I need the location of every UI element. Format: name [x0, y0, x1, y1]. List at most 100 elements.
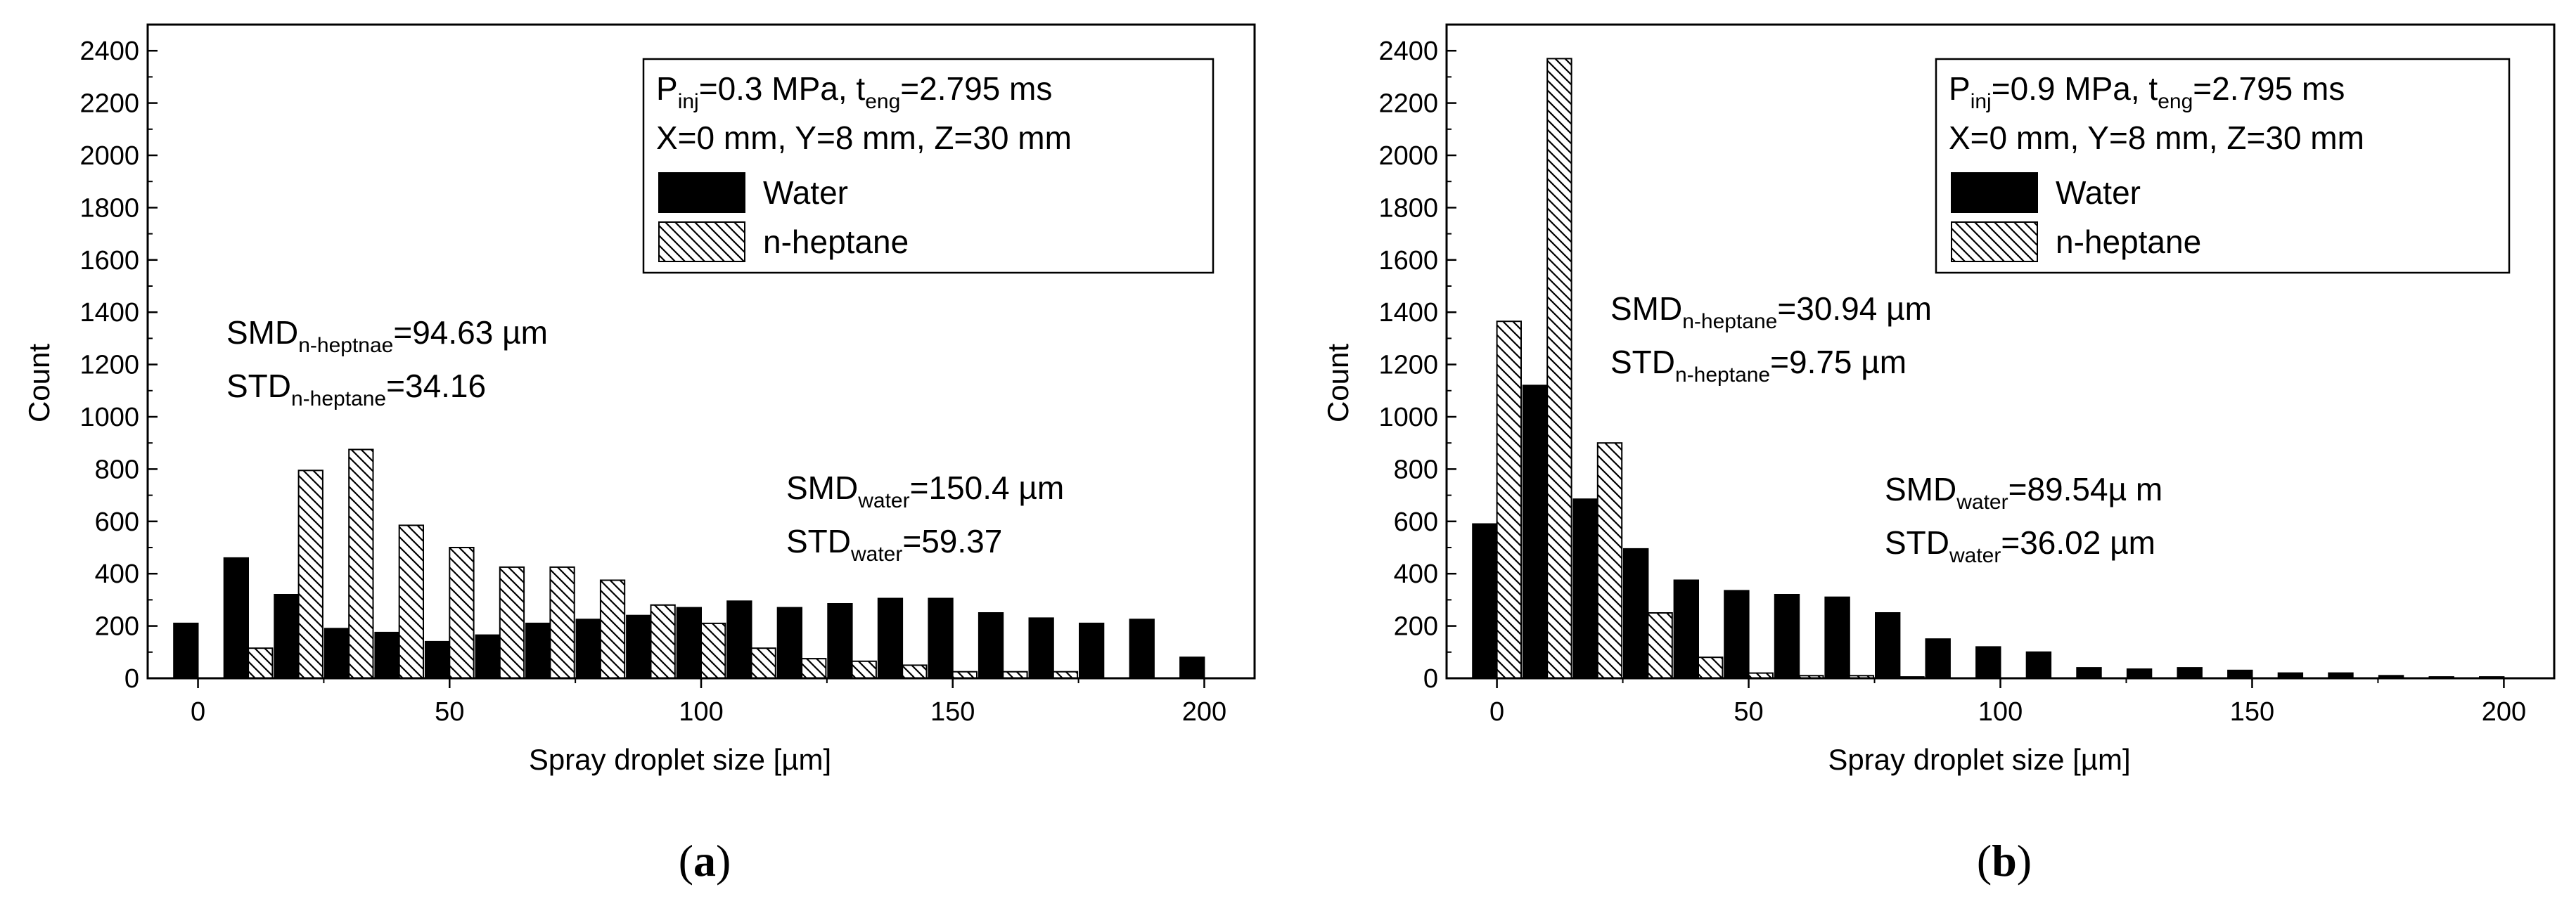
- panel-b-bar-heptane-0: [1496, 321, 1523, 679]
- panel-a-y-axis-title: Count: [23, 344, 56, 422]
- panel-a-bar-water-30: [323, 628, 350, 679]
- panel-a-legend-position: X=0 mm, Y=8 mm, Z=30 mm: [656, 119, 1072, 156]
- panel-b-bar-water-120: [2076, 667, 2102, 679]
- panel-a-ytick-label-0: 0: [124, 664, 139, 694]
- panel-a-xtick-label-200: 200: [1182, 697, 1226, 727]
- panel-a-bar-water-0: [173, 622, 199, 680]
- chart-panel-b: 0200400600800100012001400160018002000220…: [1321, 23, 2556, 886]
- panel-a-bar-heptane-40: [398, 524, 425, 680]
- panel-a-bar-water-110: [726, 600, 752, 679]
- panel-b-ytick-label-2000: 2000: [1378, 141, 1438, 171]
- panel-a-ytick-label-2000: 2000: [79, 141, 139, 171]
- panel-a-bar-water-60: [475, 634, 501, 679]
- panel-b-bar-water-90: [1925, 638, 1951, 680]
- panel-a-annotation-smd-water: SMDwater=150.4 µm: [786, 470, 1064, 512]
- panel-a-bar-water-40: [374, 631, 400, 680]
- panel-a-ytick-label-2200: 2200: [79, 89, 139, 119]
- panel-a-annotation-smd-heptane: SMDn-heptnae=94.63 µm: [226, 314, 548, 357]
- panel-a-panel-label: (a): [679, 836, 731, 886]
- panel-b-ytick-label-200: 200: [1394, 612, 1438, 642]
- panel-a-bar-water-70: [525, 622, 551, 680]
- panel-b-ytick-label-400: 400: [1394, 559, 1438, 589]
- panel-b-bar-water-0: [1472, 523, 1498, 679]
- panel-b-bar-water-10: [1522, 384, 1549, 680]
- panel-a-bar-water-80: [575, 619, 601, 679]
- panel-a-annotation-std-water: STDwater=59.37: [786, 523, 1002, 566]
- panel-a-xtick-label-50: 50: [435, 697, 464, 727]
- panel-b-xtick-label-150: 150: [2230, 697, 2274, 727]
- panel-a-bar-water-140: [877, 597, 904, 679]
- panel-b-bar-water-70: [1824, 596, 1850, 680]
- panel-a-ytick-label-1400: 1400: [79, 298, 139, 328]
- panel-a-xtick-label-0: 0: [191, 697, 205, 727]
- panel-b-bar-water-80: [1875, 612, 1901, 679]
- panel-b-annotation-smd-water: SMDwater=89.54µ m: [1885, 471, 2162, 514]
- panel-b-bar-water-130: [2126, 668, 2153, 679]
- panel-b-xtick-label-200: 200: [2482, 697, 2526, 727]
- panel-b-ytick-label-1200: 1200: [1378, 351, 1438, 380]
- panel-a-ytick-label-200: 200: [95, 612, 139, 642]
- panel-a-bar-water-150: [928, 597, 954, 679]
- panel-a-bar-water-120: [776, 607, 802, 679]
- panel-a-bar-water-20: [274, 594, 300, 679]
- panel-a-bar-heptane-20: [297, 470, 323, 679]
- panel-a-bar-heptane-80: [599, 579, 626, 679]
- panel-a-bar-heptane-130: [851, 660, 877, 679]
- panel-b-legend-label-water: Water: [2056, 174, 2141, 211]
- panel-a-bar-water-160: [978, 612, 1004, 679]
- panel-b-bar-water-150: [2227, 669, 2253, 679]
- panel-b-bar-water-20: [1572, 498, 1598, 680]
- panel-a-ytick-label-1800: 1800: [79, 193, 139, 223]
- panel-a-bar-heptane-90: [650, 604, 676, 679]
- panel-a-xtick-label-150: 150: [930, 697, 975, 727]
- panel-a-bar-heptane-10: [248, 647, 274, 680]
- panel-b-bar-water-100: [1975, 646, 2001, 680]
- panel-b-legend-label-heptane: n-heptane: [2056, 224, 2201, 260]
- panel-b-panel-label: (b): [1977, 836, 2032, 886]
- panel-a-bar-heptane-70: [549, 566, 575, 680]
- panel-b-bar-water-50: [1724, 590, 1750, 680]
- panel-b-ytick-label-2400: 2400: [1378, 37, 1438, 66]
- panel-b-ytick-label-1000: 1000: [1378, 403, 1438, 432]
- panel-b-bar-water-110: [2025, 651, 2052, 679]
- panel-b-ytick-label-1600: 1600: [1378, 246, 1438, 276]
- panel-b-bar-heptane-40: [1698, 656, 1724, 680]
- panel-b-bar-water-30: [1623, 548, 1649, 680]
- panel-a-bar-water-190: [1129, 619, 1155, 679]
- panel-a-legend-label-water: Water: [763, 174, 848, 211]
- panel-b-y-axis-title: Count: [1321, 344, 1354, 422]
- panel-a-ytick-label-1600: 1600: [79, 246, 139, 276]
- panel-b-ytick-label-2200: 2200: [1378, 89, 1438, 119]
- panel-a-bar-heptane-110: [750, 647, 776, 680]
- panel-a-annotation-std-heptane: STDn-heptane=34.16: [226, 368, 486, 410]
- panel-a-bar-water-50: [424, 640, 451, 680]
- panel-a-ytick-label-1200: 1200: [79, 351, 139, 380]
- panel-b-ytick-label-0: 0: [1423, 664, 1438, 694]
- panel-b-bar-heptane-30: [1647, 612, 1673, 679]
- panel-a-ytick-label-1000: 1000: [79, 403, 139, 432]
- panel-a-x-axis-title: Spray droplet size [µm]: [529, 743, 831, 776]
- panel-b-ytick-label-800: 800: [1394, 455, 1438, 484]
- panel-a-bar-water-100: [676, 607, 703, 679]
- panel-b-bar-water-60: [1774, 594, 1800, 679]
- panel-b-bar-water-140: [2177, 667, 2203, 679]
- panel-a-ytick-label-600: 600: [95, 507, 139, 537]
- panel-b-legend-condition: Pinj=0.9 MPa, teng=2.795 ms: [1949, 70, 2345, 113]
- panel-b-ytick-label-1800: 1800: [1378, 193, 1438, 223]
- panel-a-bar-heptane-120: [801, 658, 827, 679]
- panel-a-ytick-label-2400: 2400: [79, 37, 139, 66]
- panel-a-xtick-label-100: 100: [679, 697, 723, 727]
- chart-panel-a: 0200400600800100012001400160018002000220…: [23, 23, 1256, 886]
- panel-a-bar-heptane-140: [902, 664, 928, 680]
- panel-b-annotation-smd-heptane: SMDn-heptane=30.94 µm: [1610, 290, 1932, 333]
- panel-b-bar-heptane-20: [1596, 442, 1623, 679]
- panel-b-legend-swatch-heptane: [1951, 221, 2038, 262]
- panel-a-bar-heptane-60: [499, 566, 525, 680]
- panel-b-xtick-label-50: 50: [1734, 697, 1763, 727]
- panel-a-legend-label-heptane: n-heptane: [763, 224, 909, 260]
- panel-b-annotation-std-heptane: STDn-heptane=9.75 µm: [1610, 344, 1907, 387]
- panel-a-bar-water-10: [223, 557, 250, 680]
- panel-a-legend-swatch-water: [658, 172, 745, 213]
- panel-a-bar-water-90: [626, 614, 652, 680]
